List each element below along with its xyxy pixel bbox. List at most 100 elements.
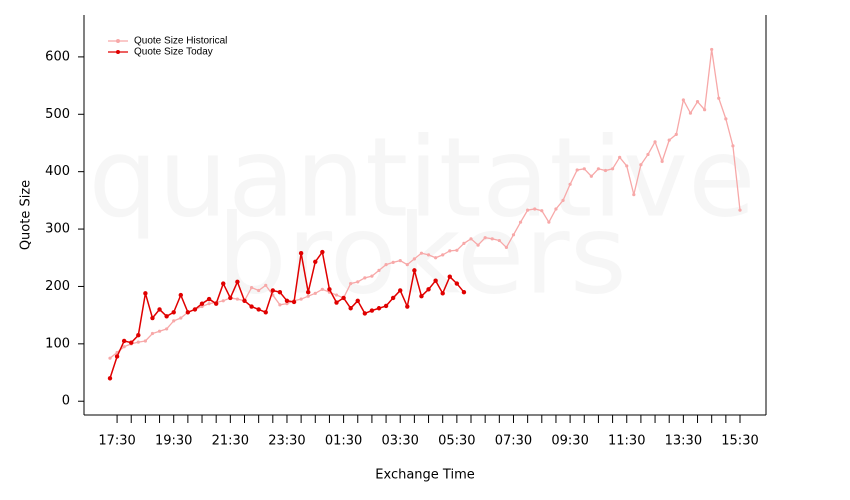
data-point	[419, 251, 424, 255]
y-tick-label: 600	[45, 49, 70, 64]
data-point	[270, 288, 276, 293]
data-point	[533, 207, 537, 211]
y-tick-label: 300	[45, 222, 70, 237]
data-point	[355, 298, 360, 303]
data-point	[738, 208, 742, 212]
data-point	[356, 280, 360, 284]
data-point	[561, 198, 565, 202]
data-point	[384, 263, 388, 267]
x-tick-label: 15:30	[721, 434, 758, 449]
x-tick-label: 13:30	[665, 434, 702, 449]
data-point	[263, 310, 268, 315]
data-point	[249, 304, 254, 309]
data-point	[136, 340, 140, 344]
data-point	[681, 98, 685, 102]
data-point	[398, 259, 402, 263]
x-tick-label: 17:30	[98, 434, 135, 449]
legend-label: Quote Size Historical	[134, 36, 227, 47]
data-point	[461, 289, 467, 295]
x-tick-label: 11:30	[608, 434, 645, 449]
data-point	[150, 315, 155, 321]
data-point	[249, 285, 254, 290]
data-point	[192, 307, 198, 312]
data-point	[171, 310, 176, 315]
data-point	[547, 220, 551, 224]
data-point	[625, 164, 629, 168]
data-point	[334, 300, 339, 305]
y-tick-label: 500	[45, 107, 70, 122]
data-point	[568, 182, 572, 186]
data-point	[178, 292, 183, 298]
data-point	[703, 108, 707, 112]
data-point	[369, 308, 375, 313]
data-point	[242, 298, 247, 303]
y-tick-label: 200	[45, 279, 70, 294]
x-tick-label: 09:30	[551, 434, 588, 449]
data-point	[391, 260, 395, 264]
data-point	[476, 243, 480, 247]
data-point	[398, 288, 403, 293]
x-tick-label: 03:30	[381, 434, 418, 449]
data-point	[455, 248, 459, 252]
data-point	[264, 283, 268, 287]
data-point	[383, 303, 389, 309]
x-tick-label: 19:30	[155, 434, 192, 449]
data-point	[632, 193, 636, 197]
x-tick-label: 01:30	[325, 434, 362, 449]
data-point	[405, 304, 410, 309]
data-point	[363, 276, 367, 280]
data-point	[717, 96, 721, 100]
data-point	[285, 302, 289, 306]
data-point	[313, 259, 318, 264]
data-point	[320, 287, 324, 291]
data-point	[235, 297, 240, 301]
data-point	[143, 339, 147, 343]
data-point	[596, 167, 601, 171]
data-point	[235, 279, 240, 285]
data-point	[426, 253, 431, 257]
data-point	[433, 278, 438, 283]
data-point	[639, 163, 643, 167]
data-point	[107, 376, 113, 381]
legend-marker	[116, 50, 120, 54]
data-point	[298, 250, 304, 256]
y-tick-label: 400	[45, 164, 70, 179]
data-point	[603, 168, 608, 173]
data-point	[554, 207, 558, 211]
y-tick-label: 100	[45, 336, 70, 351]
data-point	[129, 340, 134, 345]
data-point	[348, 306, 353, 311]
legend-label: Quote Size Today	[134, 47, 213, 58]
data-point	[206, 296, 212, 302]
data-point	[526, 208, 530, 212]
data-point	[448, 249, 452, 253]
x-tick-label: 21:30	[212, 434, 249, 449]
data-point	[207, 302, 211, 306]
data-point	[277, 289, 283, 295]
data-point	[256, 307, 261, 312]
data-point	[122, 345, 126, 349]
data-point	[688, 111, 693, 115]
data-point	[674, 132, 678, 136]
data-point	[221, 281, 226, 286]
y-tick-label: 0	[62, 394, 70, 409]
data-point	[164, 314, 169, 319]
data-point	[710, 47, 714, 52]
data-point	[306, 294, 310, 298]
data-point	[172, 319, 176, 323]
data-point	[483, 236, 487, 240]
data-point	[213, 301, 219, 306]
data-point	[150, 331, 155, 336]
data-point	[320, 249, 325, 255]
x-tick-label: 23:30	[268, 434, 305, 449]
data-point	[426, 287, 431, 292]
data-point	[114, 354, 120, 359]
data-point	[291, 299, 297, 305]
data-point	[165, 327, 169, 331]
data-point	[497, 238, 501, 243]
data-point	[306, 289, 311, 295]
data-point	[660, 159, 664, 163]
data-point	[278, 303, 282, 307]
data-point	[589, 174, 593, 178]
